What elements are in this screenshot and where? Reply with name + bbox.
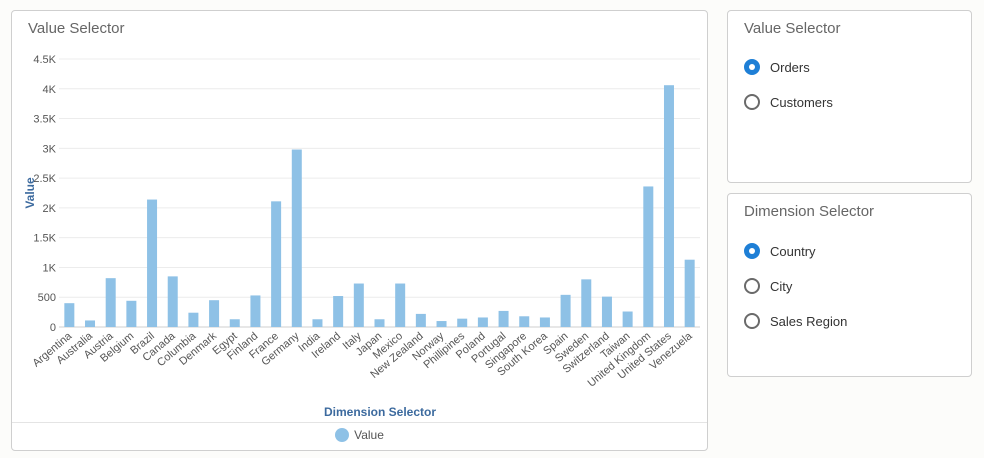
bar-ireland[interactable] xyxy=(333,296,344,327)
y-tick-label: 1K xyxy=(43,262,57,274)
y-tick-label: 4K xyxy=(43,84,57,96)
value-selector-title: Value Selector xyxy=(744,20,841,37)
x-axis-title: Dimension Selector xyxy=(324,405,436,419)
bar-switzerland[interactable] xyxy=(601,296,612,327)
y-tick-label: 1.5K xyxy=(33,233,56,245)
bar-finland[interactable] xyxy=(250,295,261,327)
dimension-selector-title: Dimension Selector xyxy=(744,203,875,220)
legend-divider xyxy=(12,422,707,423)
y-axis-title: Value xyxy=(23,177,37,209)
bar-sweden[interactable] xyxy=(581,279,592,327)
bar-mexico[interactable] xyxy=(395,283,406,327)
bar-portugal[interactable] xyxy=(498,310,509,327)
bar-new-zealand[interactable] xyxy=(415,313,426,327)
radio-label: Orders xyxy=(770,59,810,75)
y-tick-label: 4.5K xyxy=(33,54,56,66)
bar-south-korea[interactable] xyxy=(539,317,550,327)
bar-taiwan[interactable] xyxy=(622,311,633,327)
legend-label: Value xyxy=(354,428,384,442)
bar-argentina[interactable] xyxy=(64,303,75,327)
value-selector-panel: Value Selector Orders Customers xyxy=(727,10,972,183)
bar-united-states[interactable] xyxy=(663,85,674,328)
y-tick-label: 2K xyxy=(43,203,57,215)
radio-label: City xyxy=(770,278,793,294)
bar-austria[interactable] xyxy=(105,278,116,327)
bar-germany[interactable] xyxy=(291,149,302,327)
chart-title: Value Selector xyxy=(28,20,125,37)
y-tick-label: 2.5K xyxy=(33,173,56,185)
radio-unchecked-icon[interactable] xyxy=(744,278,760,294)
radio-unchecked-icon[interactable] xyxy=(744,94,760,110)
bar-japan[interactable] xyxy=(374,319,385,327)
dimension-selector-panel: Dimension Selector Country City Sales Re… xyxy=(727,193,972,377)
bar-canada[interactable] xyxy=(167,276,178,327)
bar-brazil[interactable] xyxy=(147,199,158,327)
bar-poland[interactable] xyxy=(477,317,488,327)
radio-customers[interactable]: Customers xyxy=(744,94,833,110)
bar-venezuela[interactable] xyxy=(684,259,695,327)
bar-norway[interactable] xyxy=(436,321,447,327)
bar-australia[interactable] xyxy=(85,320,96,327)
radio-checked-icon[interactable] xyxy=(744,243,760,259)
radio-label: Sales Region xyxy=(770,313,848,329)
bar-columbia[interactable] xyxy=(188,312,199,327)
y-tick-label: 0 xyxy=(50,322,56,334)
bar-belgium[interactable] xyxy=(126,300,137,327)
y-tick-label: 3.5K xyxy=(33,114,56,126)
bar-singapore[interactable] xyxy=(519,316,530,327)
bar-italy[interactable] xyxy=(353,283,364,327)
bar-phillipines[interactable] xyxy=(457,318,468,327)
chart-legend[interactable]: Value xyxy=(12,428,707,442)
radio-checked-icon[interactable] xyxy=(744,59,760,75)
y-tick-label: 500 xyxy=(38,292,56,304)
y-tick-label: 3K xyxy=(43,143,57,155)
bar-india[interactable] xyxy=(312,319,323,327)
bar-spain[interactable] xyxy=(560,294,571,327)
bar-egypt[interactable] xyxy=(229,319,240,327)
radio-sales-region[interactable]: Sales Region xyxy=(744,313,847,329)
radio-label: Customers xyxy=(770,94,833,110)
radio-label: Country xyxy=(770,243,816,259)
radio-country[interactable]: Country xyxy=(744,243,816,259)
chart-panel: Value Selector 0 500 1K 1.5K 2K 2.5K 3K 3.5K 4K 4… xyxy=(11,10,708,451)
radio-unchecked-icon[interactable] xyxy=(744,313,760,329)
bar-france[interactable] xyxy=(271,201,282,327)
bar-united-kingdom[interactable] xyxy=(643,186,654,327)
radio-city[interactable]: City xyxy=(744,278,792,294)
radio-orders[interactable]: Orders xyxy=(744,59,810,75)
bar-denmark[interactable] xyxy=(209,300,220,327)
legend-swatch-icon xyxy=(335,428,350,442)
